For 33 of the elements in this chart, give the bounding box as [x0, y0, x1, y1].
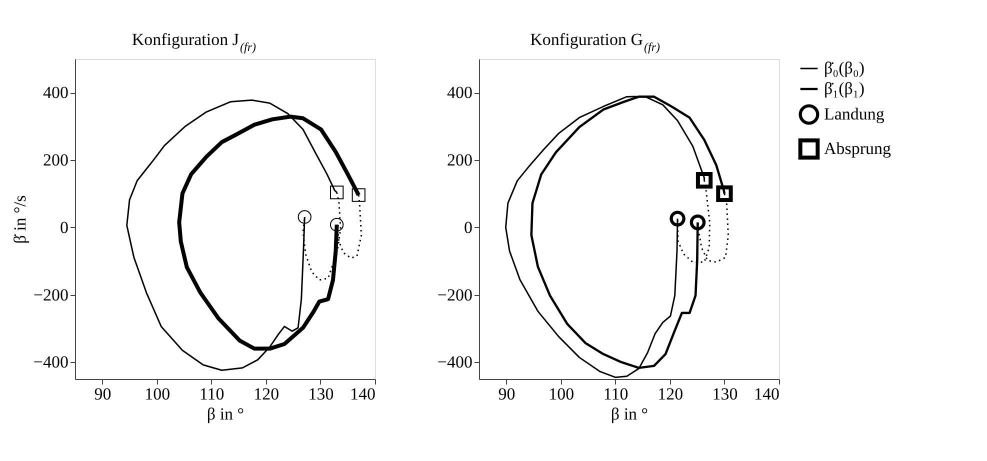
x-tick-label: 110	[199, 384, 224, 404]
point	[690, 214, 706, 230]
y-tick-label: 200	[43, 150, 68, 170]
y-tick-label: 400	[43, 83, 68, 102]
x-tick-label: 100	[548, 384, 574, 404]
y-tick-label: −400	[33, 352, 68, 372]
x-tick-label: 130	[308, 384, 334, 404]
y-axis-title: β̇ in °/s	[10, 195, 30, 244]
y-tick-label: 400	[447, 83, 472, 102]
legend-label: β̇₀(β₀)	[824, 58, 864, 78]
x-axis-title: β in °	[610, 404, 648, 424]
point	[696, 172, 713, 189]
point	[716, 185, 733, 202]
y-tick-label: 200	[447, 150, 472, 170]
x-tick-label: 90	[94, 384, 112, 404]
point	[670, 210, 686, 227]
x-axis-title: β in °	[206, 404, 244, 424]
x-tick-label: 90	[498, 384, 516, 404]
legend-label: Landung	[824, 104, 885, 124]
y-tick-label: 0	[464, 218, 472, 237]
y-tick-label: −400	[437, 352, 472, 372]
x-tick-label: 140	[350, 384, 376, 404]
x-tick-label: 120	[658, 384, 684, 404]
y-tick-label: −200	[33, 285, 68, 304]
x-tick-label: 130	[712, 384, 738, 404]
x-tick-label: 100	[144, 384, 170, 404]
x-tick-label: 110	[603, 384, 628, 404]
legend-label: Absprung	[824, 139, 892, 158]
x-tick-label: 140	[754, 384, 780, 404]
y-tick-label: 0	[60, 218, 68, 237]
y-tick-label: −200	[437, 285, 472, 304]
legend-label: β̇₁(β₁)	[824, 79, 864, 98]
x-tick-label: 120	[254, 384, 280, 404]
